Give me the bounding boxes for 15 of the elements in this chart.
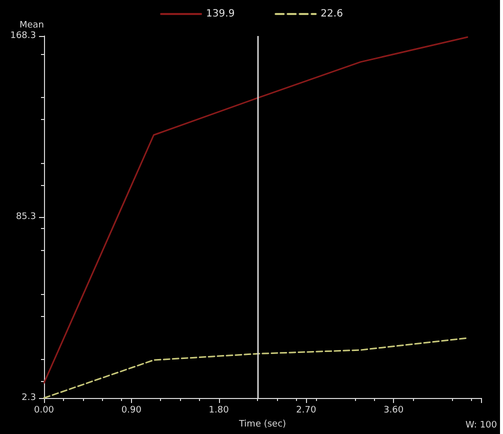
legend-label: 22.6 [320,8,343,20]
legend-label: 139.9 [206,8,235,20]
y-axis-title: Mean [19,20,44,30]
x-tick-label: 0.00 [34,406,54,416]
line-series [43,337,468,399]
x-tick-label: 2.70 [296,406,316,416]
x-tick-label: 1.80 [208,406,230,416]
text: W: 100 [466,420,498,430]
y-tick-label: 168.3 [10,31,36,41]
x-axis-title: Time (sec) [238,419,286,430]
y-tick-label: 2.3 [22,393,36,403]
line-series [43,36,468,384]
y-tick-label: 85.3 [16,212,36,222]
x-tick-label: 3.60 [384,406,404,416]
x-tick-label: 0.90 [121,406,142,416]
